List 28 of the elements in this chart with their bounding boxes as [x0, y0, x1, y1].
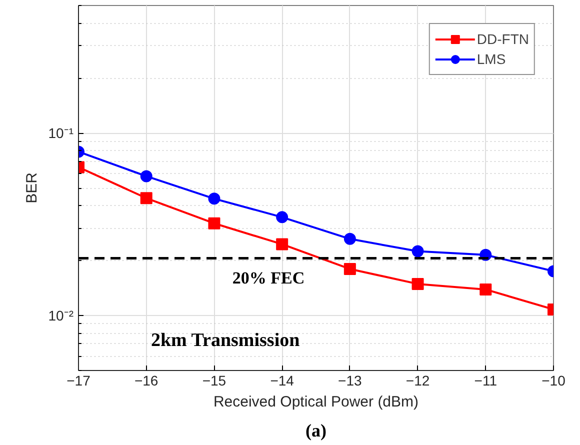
annotation: 2km Transmission — [150, 330, 300, 351]
point — [208, 192, 220, 205]
point — [276, 211, 288, 224]
legend-label: DD-FTN — [476, 31, 529, 47]
point — [480, 283, 492, 296]
y-tick-label: 10⁻¹ — [48, 125, 74, 142]
point — [140, 192, 152, 204]
y-tick-label: 10⁻² — [48, 308, 74, 324]
x-tick-label: −16 — [134, 372, 158, 388]
point — [412, 245, 424, 258]
ref-line-label: 20% FEC — [232, 268, 305, 288]
x-tick-label: −11 — [474, 372, 498, 388]
x-tick-label: −12 — [406, 372, 430, 388]
point — [276, 238, 288, 250]
legend-label: LMS — [476, 51, 506, 67]
x-tick-label: −10 — [542, 372, 566, 388]
y-axis-title: BER — [23, 172, 40, 204]
point — [208, 217, 220, 230]
x-tick-label: −13 — [338, 372, 362, 388]
text: (a) — [306, 420, 327, 440]
point — [344, 262, 356, 275]
x-axis-title: Received Optical Power (dBm) — [213, 394, 419, 410]
point — [412, 278, 424, 290]
x-tick-label: −17 — [66, 372, 91, 388]
x-tick-label: −14 — [270, 372, 294, 388]
point — [344, 232, 356, 245]
point — [140, 170, 152, 182]
x-tick-label: −15 — [202, 372, 226, 388]
